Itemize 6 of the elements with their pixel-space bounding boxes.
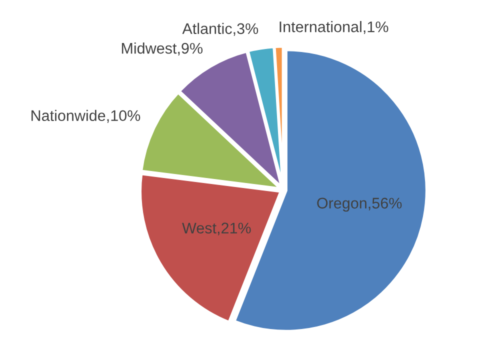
slice-label: Midwest,9% [122, 42, 203, 56]
slice-label: Oregon,56% [317, 198, 402, 212]
slice-label: International,1% [280, 21, 388, 34]
slice-label: Atlantic,3% [182, 22, 258, 36]
slice-label: West,21% [182, 222, 251, 236]
slice-label: Nationwide,10% [32, 110, 140, 123]
